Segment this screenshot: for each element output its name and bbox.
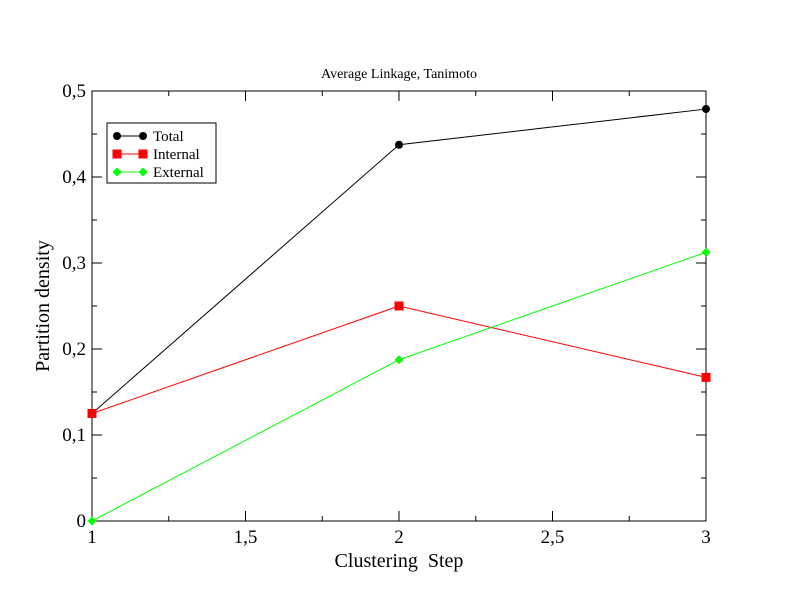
axis-ticks: 1 1,5 2 2,5 3 0 0,1 0,2 0,3 0,4 0,5 bbox=[62, 81, 711, 548]
y-tick-label: 0,3 bbox=[62, 253, 86, 274]
y-axis-title: Partition density bbox=[32, 240, 54, 372]
legend-marker-external bbox=[138, 167, 148, 177]
series-line-external bbox=[91, 251, 707, 522]
data-point-internal bbox=[87, 409, 97, 418]
x-tick-label: 3 bbox=[701, 527, 711, 548]
legend-marker-external bbox=[112, 167, 122, 177]
legend-label-internal: Internal bbox=[153, 147, 200, 163]
legend: Total Internal External bbox=[106, 122, 217, 184]
data-point-internal bbox=[701, 372, 711, 382]
data-point-external bbox=[394, 355, 404, 365]
data-point-internal bbox=[394, 301, 404, 311]
y-tick-label: 0,5 bbox=[62, 81, 86, 102]
y-tick-label: 0 bbox=[77, 511, 87, 532]
x-tick-label: 2 bbox=[394, 527, 404, 548]
x-tick-label: 2,5 bbox=[541, 527, 565, 548]
data-point-external bbox=[87, 516, 97, 526]
y-tick-label: 0,1 bbox=[62, 425, 86, 446]
data-point-external bbox=[701, 247, 711, 257]
x-axis-title: Clustering Step bbox=[335, 550, 464, 572]
data-point-total bbox=[702, 105, 710, 114]
legend-box bbox=[106, 122, 217, 184]
x-tick-label: 1,5 bbox=[234, 527, 258, 548]
legend-marker-total bbox=[139, 132, 147, 140]
y-tick-label: 0,2 bbox=[62, 339, 86, 360]
x-tick-label: 1 bbox=[87, 527, 97, 548]
legend-marker-total bbox=[113, 132, 121, 140]
legend-marker-internal bbox=[138, 149, 148, 159]
chart-title: Average Linkage, Tanimoto bbox=[321, 67, 477, 82]
legend-label-external: External bbox=[153, 165, 204, 181]
data-point-total bbox=[395, 140, 403, 149]
legend-label-total: Total bbox=[153, 129, 184, 145]
legend-marker-internal bbox=[112, 149, 122, 159]
data-series bbox=[87, 105, 711, 526]
y-tick-label: 0,4 bbox=[62, 167, 86, 188]
